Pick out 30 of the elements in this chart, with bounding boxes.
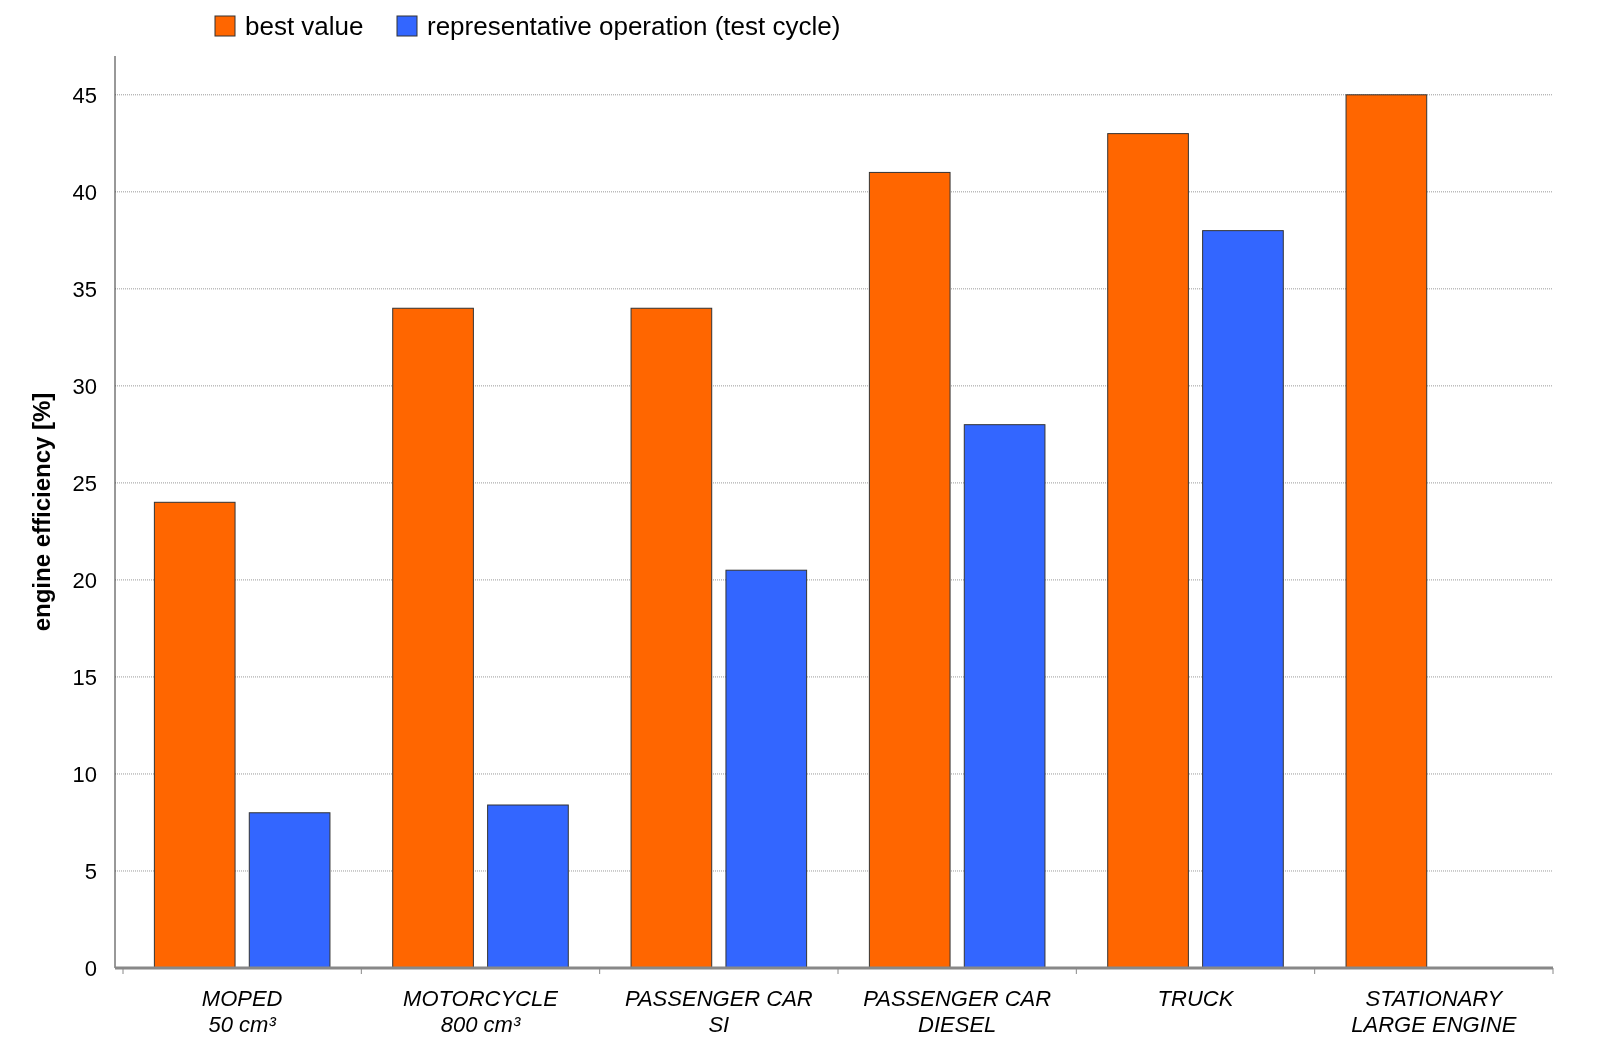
x-tick-label: MOTORCYCLE 800 cm³ [403,986,559,1037]
x-tick-label: TRUCK [1157,986,1235,1011]
bar [153,501,236,969]
y-tick-label: 25 [72,470,97,496]
y-tick-label: 40 [72,179,97,205]
legend-label: representative operation (test cycle) [427,11,841,41]
y-tick-label: 0 [84,955,97,981]
legend-label: best value [245,11,364,41]
y-tick-label: 30 [72,373,97,399]
bar [630,307,713,969]
y-tick-label: 15 [72,664,97,690]
y-tick-label: 5 [84,858,97,884]
y-axis-title: engine efficiency [%] [28,392,55,632]
bar [963,424,1046,969]
y-tick-label: 20 [72,567,97,593]
bar [392,307,474,969]
x-tick-label: PASSENGER CAR SI [624,986,813,1037]
y-tick-label: 45 [72,82,97,108]
bar [1202,230,1284,969]
bar [1345,94,1428,969]
x-tick-label: PASSENGER CAR DIESEL [863,986,1052,1037]
y-tick-label: 10 [72,761,97,787]
bar [487,804,569,969]
y-tick-label: 35 [72,276,97,302]
bar [725,569,808,969]
x-tick-label: STATIONARY LARGE ENGINE [1351,986,1517,1037]
bar [868,171,951,969]
bar [1107,133,1189,969]
bar [248,812,331,969]
x-tick-label: MOPED 50 cm³ [201,986,283,1037]
